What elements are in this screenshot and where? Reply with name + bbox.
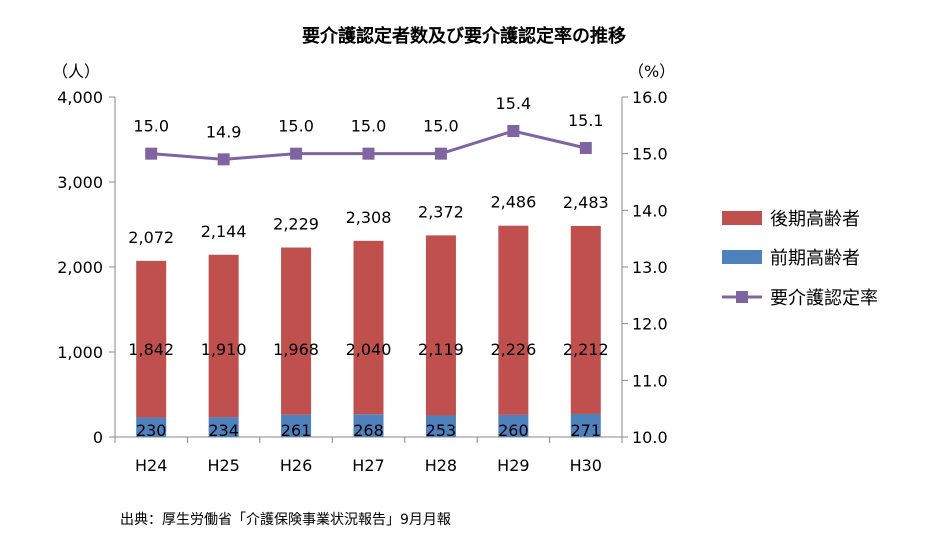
bar-late-elderly — [570, 225, 601, 414]
data-label-late-elderly: 2,040 — [346, 340, 392, 359]
data-label-early-elderly: 261 — [281, 421, 312, 440]
bar-early-elderly — [425, 415, 456, 437]
left-tick-label: 2,000 — [57, 258, 103, 277]
data-label-late-elderly: 1,842 — [128, 340, 174, 359]
data-label-late-elderly: 1,910 — [201, 340, 247, 359]
left-axis-unit: （人） — [52, 62, 101, 81]
right-tick-label: 15.0 — [632, 145, 668, 164]
bar-early-elderly — [136, 417, 167, 437]
data-label-rate: 15.4 — [496, 94, 532, 113]
data-label-total: 2,372 — [418, 202, 464, 221]
bar-late-elderly — [281, 247, 312, 415]
right-tick-label: 12.0 — [632, 315, 668, 334]
data-label-total: 2,229 — [273, 215, 319, 234]
x-tick-label: H26 — [280, 456, 312, 475]
data-label-late-elderly: 2,119 — [418, 340, 464, 359]
legend-swatch — [722, 211, 762, 225]
chart-title: 要介護認定者数及び要介護認定率の推移 — [302, 26, 626, 47]
data-label-early-elderly: 234 — [208, 421, 239, 440]
bar-late-elderly — [353, 240, 384, 415]
data-label-early-elderly: 268 — [353, 421, 384, 440]
data-label-rate: 15.0 — [351, 117, 387, 136]
data-label-early-elderly: 230 — [136, 421, 167, 440]
right-tick-label: 16.0 — [632, 88, 668, 107]
right-axis-unit: （%） — [628, 62, 676, 81]
bar-early-elderly — [281, 414, 312, 437]
bar-late-elderly — [136, 260, 167, 418]
legend-label: 後期高齢者 — [770, 209, 860, 230]
right-tick-label: 13.0 — [632, 258, 668, 277]
x-tick-label: H29 — [497, 456, 529, 475]
data-label-early-elderly: 253 — [426, 421, 457, 440]
line-point — [579, 142, 592, 154]
bar-early-elderly — [498, 414, 529, 437]
data-label-rate: 15.1 — [568, 111, 604, 130]
x-tick-label: H27 — [352, 456, 384, 475]
data-label-total: 2,483 — [563, 193, 609, 212]
x-tick-label: H30 — [570, 456, 602, 475]
x-tick-label: H28 — [425, 456, 457, 475]
right-tick-label: 14.0 — [632, 201, 668, 220]
data-label-late-elderly: 1,968 — [273, 340, 319, 359]
data-label-rate: 15.0 — [133, 117, 169, 136]
bar-early-elderly — [570, 413, 601, 437]
line-point — [362, 147, 375, 160]
left-tick-label: 1,000 — [57, 343, 103, 362]
line-point — [290, 147, 303, 160]
legend-swatch-marker — [736, 291, 748, 303]
data-label-early-elderly: 260 — [498, 421, 529, 440]
data-label-late-elderly: 2,212 — [563, 340, 609, 359]
data-label-total: 2,144 — [201, 222, 247, 241]
line-point — [507, 125, 520, 137]
bar-late-elderly — [498, 225, 529, 415]
data-label-total: 2,072 — [128, 228, 174, 247]
bar-late-elderly — [425, 235, 456, 416]
data-label-total: 2,486 — [490, 193, 536, 212]
x-tick-label: H25 — [207, 456, 239, 475]
bar-early-elderly — [353, 414, 384, 437]
data-label-rate: 15.0 — [423, 117, 459, 136]
x-tick-label: H24 — [135, 456, 167, 475]
right-tick-label: 11.0 — [632, 371, 668, 390]
data-label-early-elderly: 271 — [571, 421, 602, 440]
legend-label: 前期高齢者 — [770, 248, 860, 269]
legend-label: 要介護認定率 — [770, 288, 878, 309]
bar-early-elderly — [208, 417, 239, 437]
source-note: 出典：厚生労働省「介護保険事業状況報告」9月月報 — [120, 512, 451, 528]
line-point — [434, 147, 447, 160]
line-point — [217, 153, 230, 166]
data-label-late-elderly: 2,226 — [490, 340, 536, 359]
right-tick-label: 10.0 — [632, 428, 668, 447]
left-tick-label: 3,000 — [57, 173, 103, 192]
line-point — [145, 147, 158, 160]
data-label-rate: 14.9 — [206, 122, 242, 141]
data-label-rate: 15.0 — [278, 117, 314, 136]
legend-swatch — [722, 250, 762, 264]
data-label-total: 2,308 — [346, 208, 392, 227]
left-tick-label: 4,000 — [57, 88, 103, 107]
left-tick-label: 0 — [93, 428, 103, 447]
bar-late-elderly — [208, 254, 239, 418]
